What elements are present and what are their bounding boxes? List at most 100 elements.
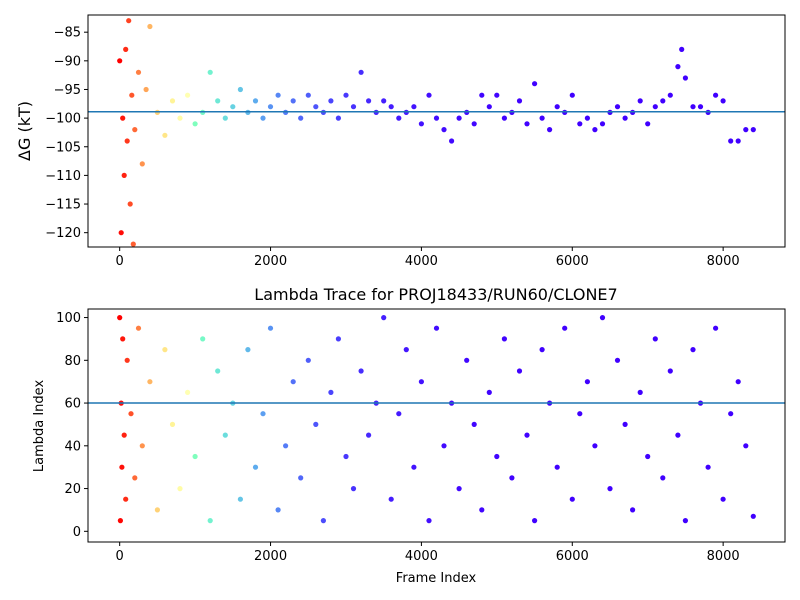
data-point [713,92,719,98]
data-point [690,347,696,353]
data-point [260,115,266,121]
data-point [539,347,545,353]
data-point [426,92,432,98]
data-point [396,411,402,417]
data-point [143,86,149,93]
data-point [388,496,394,502]
data-point [418,121,424,127]
data-point [599,121,606,127]
data-point [682,75,689,81]
data-point [456,486,462,492]
data-point [396,115,402,121]
x-tick-label: 2000 [254,549,287,564]
data-point [162,132,168,138]
data-point [645,453,651,460]
data-point [185,389,191,395]
data-point [433,325,440,331]
data-point [124,357,130,363]
data-point [735,379,741,385]
data-point [366,432,372,438]
data-point [486,389,492,395]
data-point [124,138,130,144]
data-point [335,115,341,121]
data-point [433,115,440,121]
data-point [682,518,689,524]
data-point [705,464,711,470]
data-point [690,104,696,110]
data-point [569,92,575,98]
data-point [524,432,530,438]
data-point [584,379,591,385]
data-point [328,389,334,395]
data-point [121,432,127,438]
data-point [177,115,183,121]
data-point [127,201,133,207]
x-tick-label: 8000 [707,254,740,269]
data-point [162,347,168,353]
data-point [667,368,673,374]
data-point [622,115,628,121]
data-point [298,475,304,481]
data-point [750,127,756,133]
data-point [660,98,666,104]
data-point [501,336,507,342]
delta-g-y-axis-label: ΔG (kT) [15,101,34,161]
data-point [501,115,507,121]
data-point [283,443,289,449]
data-point [675,64,681,70]
data-point [614,104,621,110]
data-point [169,98,176,104]
data-point [411,464,417,470]
lambda-index-y-axis-label: Lambda Index [32,380,47,473]
y-tick-label: −85 [54,26,81,41]
lambda-index-axes-frame [87,308,786,543]
data-point [320,518,326,524]
lambda-index-subplot: Lambda Trace for PROJ18433/RUN60/CLONE7 … [32,285,786,586]
data-point [547,127,553,133]
data-point [192,453,198,460]
data-point [117,315,123,321]
x-tick-label: 4000 [405,549,438,564]
data-point [260,411,266,417]
data-point [222,115,228,121]
data-point [305,357,311,363]
x-tick-label: 4000 [405,254,438,269]
data-point [479,507,485,513]
data-point [532,81,538,87]
x-tick-label: 0 [116,254,124,269]
data-point [237,496,243,502]
data-point [652,336,658,342]
data-point [275,507,281,513]
data-point [123,46,129,53]
data-point [358,69,364,75]
data-point [728,138,734,144]
data-point [743,443,749,449]
data-point [118,230,124,236]
data-point [237,86,243,93]
delta-g-axes-frame [87,14,786,248]
data-point [117,518,123,524]
y-tick-label: −120 [45,226,81,241]
data-point [222,432,228,438]
delta-g-subplot: 0 2000 4000 6000 8000 −120 −115 −110 −105 −100 −9… [15,14,786,269]
data-point [128,411,134,417]
data-point [132,475,138,481]
data-point [456,115,462,121]
data-point [516,98,523,104]
data-point [215,368,221,374]
data-point [358,368,364,374]
data-point [728,411,734,417]
data-point [652,104,658,110]
data-point [679,46,685,53]
delta-g-y-ticks: −120 −115 −110 −105 −100 −95 −90 −85 [45,26,88,241]
data-point [343,92,349,98]
data-point [252,464,259,470]
data-point [215,98,221,104]
data-point [637,98,643,104]
data-point [403,347,409,353]
data-point [599,315,606,321]
data-point [290,379,296,385]
data-point [667,92,673,98]
